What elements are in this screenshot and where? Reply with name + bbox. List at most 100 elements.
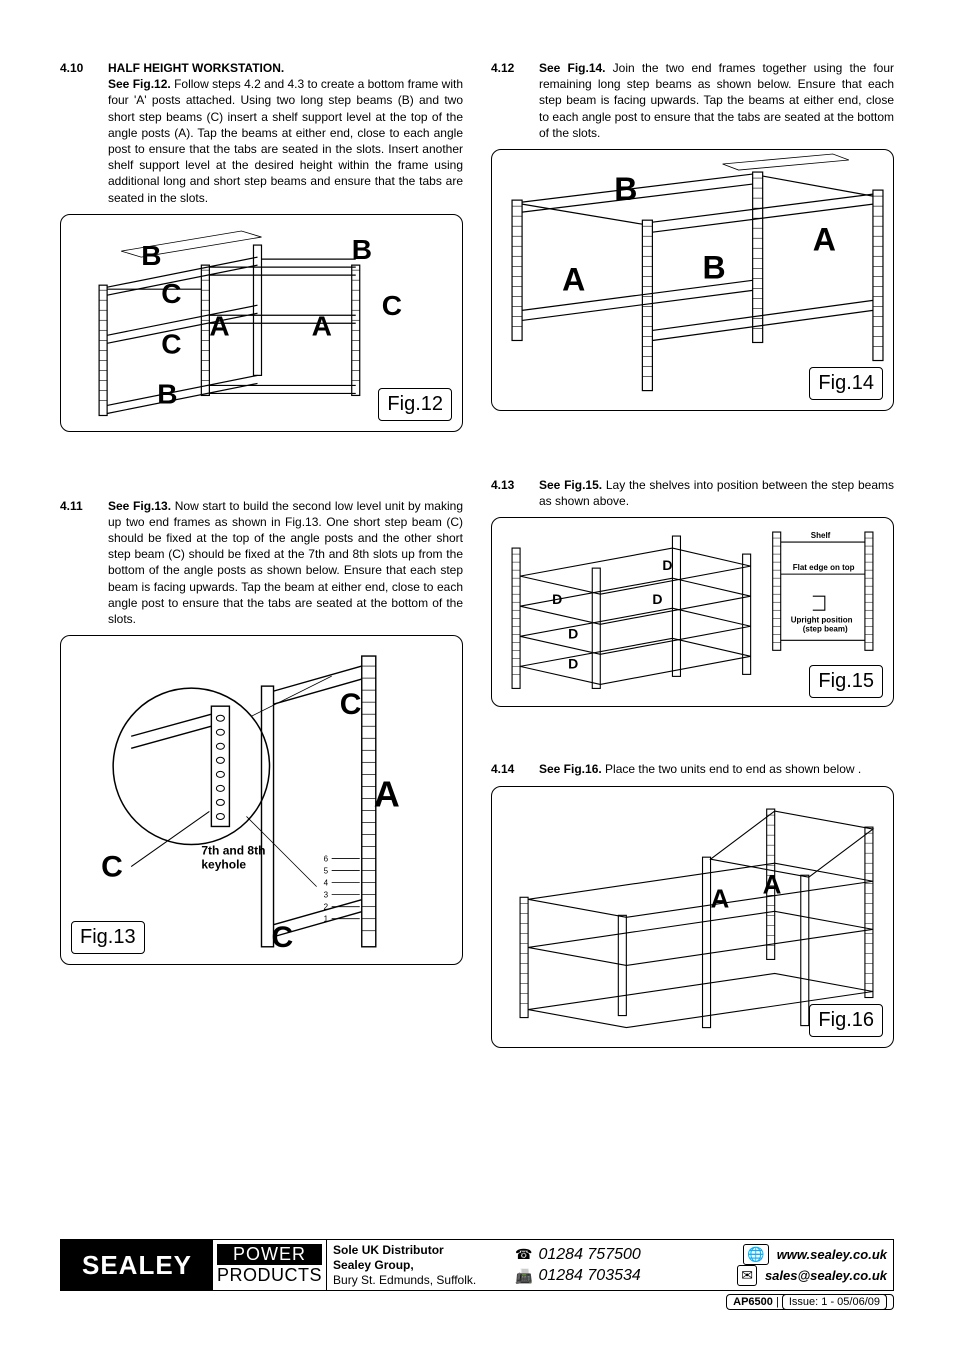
svg-text:B: B [614, 171, 637, 207]
telephone: 01284 757500 [538, 1244, 640, 1266]
figure-14-svg: B B A A [492, 150, 893, 401]
svg-text:1: 1 [324, 915, 329, 924]
figure-16: A A Fig.16 [491, 786, 894, 1048]
power-label-1: POWER [217, 1244, 322, 1265]
svg-text:B: B [141, 240, 161, 271]
footer-bar: SEALEY POWER PRODUCTS Sole UK Distributo… [60, 1239, 894, 1291]
svg-text:Shelf: Shelf [811, 531, 831, 540]
svg-text:2: 2 [324, 903, 329, 912]
section-text: Now start to build the second low level … [108, 499, 463, 626]
section-body: See Fig.16. Place the two units end to e… [539, 761, 894, 777]
figure-16-svg: A A [492, 787, 893, 1038]
section-body: See Fig.14. Join the two end frames toge… [539, 60, 894, 141]
email-icon: ✉ [737, 1265, 757, 1286]
web-block: 🌐 www.sealey.co.uk ✉ sales@sealey.co.uk [685, 1240, 893, 1290]
distributor-line-3: Bury St. Edmunds, Suffolk. [333, 1273, 509, 1288]
email: sales@sealey.co.uk [765, 1267, 887, 1285]
svg-text:B: B [352, 234, 372, 265]
svg-text:C: C [340, 688, 362, 721]
svg-text:C: C [272, 921, 294, 954]
svg-text:B: B [703, 249, 726, 285]
power-products-label: POWER PRODUCTS [213, 1240, 327, 1290]
spacer [491, 435, 894, 477]
figure-label: Fig.15 [809, 665, 883, 698]
svg-text:C: C [161, 278, 181, 309]
svg-text:C: C [101, 851, 123, 884]
power-label-2: PRODUCTS [217, 1265, 322, 1286]
svg-text:D: D [552, 592, 562, 608]
distributor-line-1: Sole UK Distributor [333, 1243, 509, 1258]
model-number: AP6500 [733, 1296, 773, 1308]
fax-icon: 📠 [515, 1267, 532, 1286]
figure-14: B B A A Fig.14 [491, 149, 894, 411]
svg-text:D: D [662, 557, 672, 573]
web-icon: 🌐 [743, 1244, 768, 1265]
section-body: HALF HEIGHT WORKSTATION. See Fig.12. Fol… [108, 60, 463, 206]
svg-text:B: B [157, 378, 177, 409]
svg-text:A: A [374, 774, 400, 815]
section-number: 4.13 [491, 477, 539, 509]
section-title: HALF HEIGHT WORKSTATION. [108, 61, 284, 75]
svg-text:Upright position: Upright position [791, 616, 853, 625]
svg-text:A: A [763, 869, 782, 899]
section-4-13: 4.13 See Fig.15. Lay the shelves into po… [491, 477, 894, 509]
website: www.sealey.co.uk [777, 1246, 887, 1264]
section-number: 4.14 [491, 761, 539, 777]
section-lead: See Fig.14. [539, 61, 606, 75]
spacer [491, 731, 894, 761]
section-text: Follow steps 4.2 and 4.3 to create a bot… [108, 77, 463, 204]
left-column: 4.10 HALF HEIGHT WORKSTATION. See Fig.12… [60, 60, 463, 1072]
svg-text:6: 6 [324, 855, 329, 864]
issue-line: AP6500 | Issue: 1 - 05/06/09 [60, 1295, 894, 1310]
svg-text:5: 5 [324, 867, 329, 876]
spacer [60, 456, 463, 498]
section-number: 4.10 [60, 60, 108, 206]
issue-text: Issue: 1 - 05/06/09 [782, 1294, 887, 1310]
figure-13: 6 5 4 3 2 1 C C C A 7th and 8th keyhole [60, 635, 463, 965]
svg-text:4: 4 [324, 879, 329, 888]
brand-logo: SEALEY [61, 1240, 213, 1290]
svg-text:A: A [813, 221, 836, 257]
section-lead: See Fig.15. [539, 478, 602, 492]
svg-text:3: 3 [324, 891, 329, 900]
figure-15: D D D D D Shelf Flat edge on top Upright… [491, 517, 894, 707]
figure-label: Fig.14 [809, 367, 883, 400]
distributor-block: Sole UK Distributor Sealey Group, Bury S… [327, 1240, 515, 1290]
svg-text:C: C [161, 328, 181, 359]
phone-icon: ☎ [515, 1245, 532, 1264]
svg-text:7th and 8th: 7th and 8th [201, 844, 265, 858]
svg-text:A: A [209, 310, 229, 341]
svg-text:keyhole: keyhole [201, 858, 246, 872]
svg-text:(step beam): (step beam) [803, 625, 848, 634]
figure-label: Fig.13 [71, 921, 145, 954]
contact-numbers: ☎ 01284 757500 📠 01284 703534 [515, 1240, 685, 1290]
svg-text:Flat edge on top: Flat edge on top [793, 563, 855, 572]
section-body: See Fig.13. Now start to build the secon… [108, 498, 463, 628]
figure-13-svg: 6 5 4 3 2 1 C C C A 7th and 8th keyhole [61, 636, 462, 957]
section-lead: See Fig.16. [539, 762, 602, 776]
fax: 01284 703534 [538, 1265, 640, 1287]
figure-label: Fig.12 [378, 388, 452, 421]
distributor-line-2: Sealey Group, [333, 1258, 509, 1273]
svg-text:D: D [652, 592, 662, 608]
section-4-14: 4.14 See Fig.16. Place the two units end… [491, 761, 894, 777]
figure-12: B B B C C C A A Fig.12 [60, 214, 463, 432]
two-column-layout: 4.10 HALF HEIGHT WORKSTATION. See Fig.12… [60, 60, 894, 1072]
page-footer: SEALEY POWER PRODUCTS Sole UK Distributo… [60, 1239, 894, 1310]
figure-label: Fig.16 [809, 1004, 883, 1037]
page: 4.10 HALF HEIGHT WORKSTATION. See Fig.12… [0, 0, 954, 1350]
section-4-10: 4.10 HALF HEIGHT WORKSTATION. See Fig.12… [60, 60, 463, 206]
section-number: 4.12 [491, 60, 539, 141]
svg-text:D: D [568, 626, 578, 642]
section-body: See Fig.15. Lay the shelves into positio… [539, 477, 894, 509]
section-4-12: 4.12 See Fig.14. Join the two end frames… [491, 60, 894, 141]
svg-text:C: C [382, 290, 402, 321]
right-column: 4.12 See Fig.14. Join the two end frames… [491, 60, 894, 1072]
svg-text:A: A [312, 310, 332, 341]
section-text: Place the two units end to end as shown … [602, 762, 862, 776]
svg-text:D: D [568, 656, 578, 672]
section-lead: See Fig.12. [108, 77, 171, 91]
svg-text:A: A [562, 261, 585, 297]
svg-text:A: A [711, 883, 730, 913]
section-lead: See Fig.13. [108, 499, 171, 513]
